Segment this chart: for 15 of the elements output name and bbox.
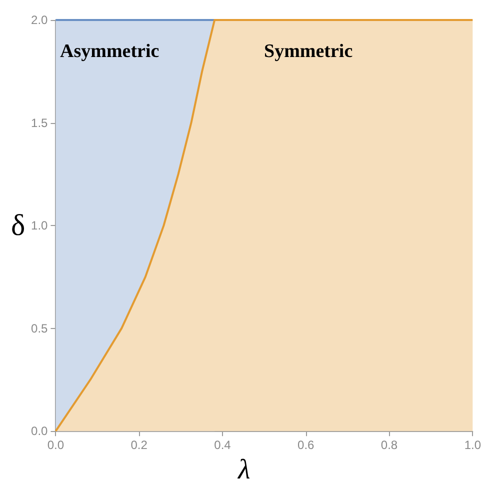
y-tick-label: 0.5 (31, 321, 48, 336)
y-tick-label: 0.0 (31, 424, 48, 438)
y-tick-label: 2.0 (31, 13, 48, 27)
x-tick-label: 0.8 (380, 438, 398, 452)
x-axis-title: λ (237, 454, 250, 486)
x-tick-label: 0.2 (130, 438, 148, 452)
x-tick-label: 1.0 (464, 438, 482, 452)
y-tick-label: 1.5 (31, 116, 48, 130)
x-tick-label: 0.0 (47, 438, 64, 452)
x-tick-label: 0.6 (298, 438, 315, 452)
annotation: Asymmetric (60, 41, 160, 62)
y-axis-title: δ (10, 209, 26, 242)
x-tick-label: 0.4 (214, 438, 232, 452)
y-tick-label: 1.0 (31, 218, 48, 233)
annotation: Symmetric (264, 41, 353, 62)
